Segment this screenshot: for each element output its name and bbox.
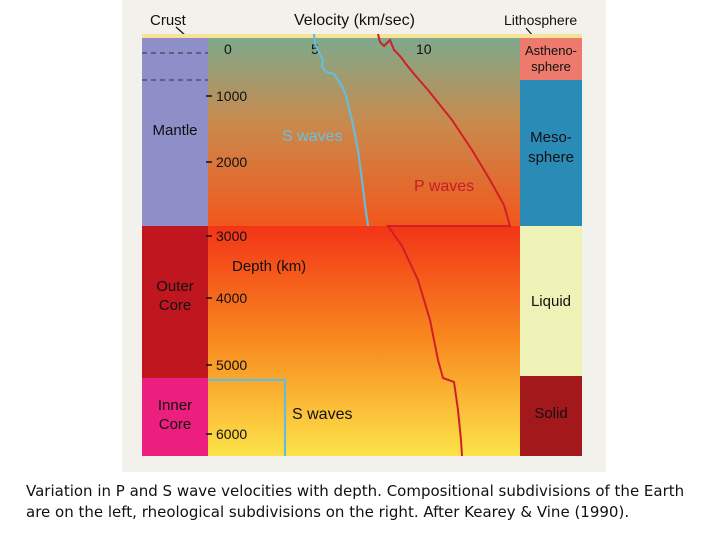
outer-core-label-line1: Outer xyxy=(156,278,194,295)
solid-label: Solid xyxy=(534,405,567,422)
mantle-layer xyxy=(142,38,208,226)
inner-core-layer xyxy=(142,378,208,456)
asthenosphere-label-line1: Astheno- xyxy=(525,43,577,58)
s-waves-label-mantle: S waves xyxy=(282,128,342,145)
depth-tick-4000: 4000 xyxy=(216,290,247,306)
solid-layer xyxy=(520,376,582,456)
mesosphere-layer xyxy=(520,80,582,226)
asthenosphere-label-line2: sphere xyxy=(531,59,571,74)
mesosphere-label-line1: Meso- xyxy=(530,129,572,146)
depth-tick-1000: 1000 xyxy=(216,88,247,104)
liquid-layer xyxy=(520,226,582,376)
outer-core-label-line2: Core xyxy=(159,297,192,314)
earth-structure-figure: Crust Velocity (km/sec) Lithosphere 0 5 … xyxy=(122,0,606,472)
velocity-tick-0: 0 xyxy=(224,41,232,57)
lithosphere-band xyxy=(520,34,582,38)
diagram-canvas: Crust Velocity (km/sec) Lithosphere 0 5 … xyxy=(142,12,582,457)
crust-band xyxy=(142,34,208,38)
plot-crust-band xyxy=(208,34,520,38)
mesosphere-label-line2: sphere xyxy=(528,149,574,166)
liquid-label: Liquid xyxy=(531,293,571,310)
outer-core-layer xyxy=(142,226,208,378)
depth-tick-2000: 2000 xyxy=(216,154,247,170)
velocity-tick-5: 5 xyxy=(311,41,319,57)
velocity-tick-10: 10 xyxy=(416,41,432,57)
asthenosphere-layer xyxy=(520,38,582,80)
p-waves-label: P waves xyxy=(414,178,474,195)
lithosphere-label: Lithosphere xyxy=(504,12,577,28)
p-wave-curve xyxy=(377,33,512,457)
mantle-label: Mantle xyxy=(152,122,197,139)
depth-tick-3000: 3000 xyxy=(216,228,247,244)
depth-axis-title: Depth (km) xyxy=(232,258,306,275)
inner-core-label-line1: Inner xyxy=(158,397,192,414)
crust-label: Crust xyxy=(150,12,187,29)
s-wave-curve-mantle xyxy=(312,33,370,227)
plot-core-region xyxy=(208,226,520,456)
s-waves-label-core: S waves xyxy=(292,406,352,423)
velocity-axis-title: Velocity (km/sec) xyxy=(294,12,415,29)
depth-tick-6000: 6000 xyxy=(216,426,247,442)
s-wave-curve-inner-core xyxy=(208,378,287,456)
inner-core-label-line2: Core xyxy=(159,416,192,433)
depth-tick-5000: 5000 xyxy=(216,357,247,373)
figure-caption: Variation in P and S wave velocities wit… xyxy=(26,482,685,521)
